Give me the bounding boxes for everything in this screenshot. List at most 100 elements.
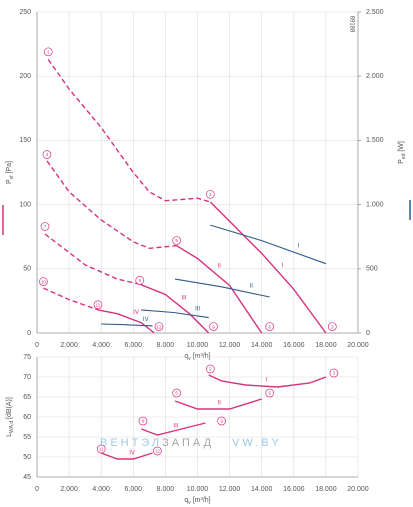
point-marker-label: 6 bbox=[268, 324, 271, 329]
y-tick-label: 75 bbox=[23, 354, 31, 361]
series-line bbox=[139, 283, 210, 334]
x-tick-label: 12.000 bbox=[219, 486, 241, 493]
series-label: I bbox=[298, 244, 300, 250]
series-label: III bbox=[181, 296, 186, 302]
watermark: ВЕНТЭЛЗАПАД VW.BY bbox=[100, 437, 282, 449]
y-tick-label: 45 bbox=[23, 474, 31, 481]
x-tick-label: 18.000 bbox=[315, 486, 337, 493]
point-marker-label: 4 bbox=[46, 152, 49, 157]
series-line bbox=[210, 224, 327, 265]
y-label: LWA,d [dB(A)] bbox=[6, 397, 15, 437]
y2-tick-label: 500 bbox=[366, 266, 378, 273]
point-marker bbox=[265, 322, 275, 331]
x-tick-label: 16.000 bbox=[283, 486, 305, 493]
series-label: II bbox=[250, 283, 254, 289]
x-tick-label: 8.000 bbox=[157, 486, 175, 493]
series-label: IV bbox=[133, 310, 139, 316]
point-marker-label: 10 bbox=[41, 279, 47, 284]
series-line bbox=[97, 309, 155, 334]
label-part: v bbox=[188, 500, 191, 506]
x-tick-label: 6.000 bbox=[125, 486, 143, 493]
y2-tick-label: 2.500 bbox=[366, 9, 384, 16]
series-label: III bbox=[195, 307, 200, 313]
y-tick-label: 70 bbox=[23, 374, 31, 381]
point-marker bbox=[135, 276, 145, 285]
point-marker bbox=[329, 368, 339, 378]
y2-tick-label: 2.000 bbox=[366, 73, 384, 80]
x-tick-label: 14.000 bbox=[251, 342, 273, 349]
watermark-part: ЗАПАД bbox=[162, 437, 214, 449]
x-tick-label: 8.000 bbox=[157, 342, 175, 349]
point-marker bbox=[42, 150, 52, 159]
series-label: I bbox=[282, 263, 284, 269]
point-marker-label: 5 bbox=[175, 238, 178, 243]
label-part: [dB(A)] bbox=[6, 397, 13, 421]
series-line bbox=[46, 160, 177, 250]
x-tick-label: 0 bbox=[35, 342, 39, 349]
point-marker-label: 11 bbox=[99, 447, 104, 452]
point-marker-label: 3 bbox=[333, 371, 336, 376]
point-marker bbox=[217, 416, 226, 426]
x-tick-label: 14.000 bbox=[251, 486, 273, 493]
point-marker-label: 5 bbox=[175, 391, 178, 396]
series-label: I bbox=[266, 378, 268, 384]
point-marker bbox=[205, 364, 215, 374]
point-marker-label: 8 bbox=[138, 278, 141, 283]
point-marker bbox=[40, 222, 50, 231]
series-label: IV bbox=[129, 451, 135, 457]
series-line bbox=[44, 233, 140, 285]
y2-label: Ped [W] bbox=[398, 141, 407, 164]
series-line bbox=[43, 287, 99, 311]
point-marker-label: 3 bbox=[331, 324, 334, 329]
point-marker-label: 1 bbox=[47, 49, 50, 54]
label-part: q bbox=[184, 353, 188, 360]
series-label: II bbox=[218, 401, 222, 407]
series-line bbox=[174, 398, 262, 410]
point-marker bbox=[154, 322, 164, 331]
point-marker bbox=[205, 189, 215, 199]
point-marker bbox=[96, 444, 106, 454]
series-line bbox=[209, 201, 327, 334]
label-part: [W] bbox=[398, 141, 405, 153]
y-tick-label: 60 bbox=[23, 414, 31, 421]
y-tick-label: 100 bbox=[19, 201, 31, 208]
y-tick-label: 55 bbox=[23, 434, 31, 441]
y-tick-label: 50 bbox=[23, 454, 31, 461]
x-tick-label: 10.000 bbox=[187, 486, 209, 493]
label-part: L bbox=[6, 433, 13, 437]
point-marker-label: 9 bbox=[220, 419, 223, 424]
point-marker bbox=[209, 322, 218, 331]
point-marker-label: 11 bbox=[96, 302, 101, 307]
x-tick-label: 12.000 bbox=[219, 342, 241, 349]
point-marker bbox=[93, 300, 103, 310]
x-tick-label: 16.000 bbox=[283, 342, 305, 349]
point-marker-label: 6 bbox=[268, 391, 271, 396]
label-part: q bbox=[184, 497, 188, 504]
series-label: IV bbox=[143, 317, 149, 323]
x-tick-label: 20.000 bbox=[347, 486, 369, 493]
label-part: v bbox=[188, 356, 191, 362]
label-part: sf bbox=[9, 175, 15, 180]
y-tick-label: 150 bbox=[19, 137, 31, 144]
x-tick-label: 20.000 bbox=[347, 342, 369, 349]
point-marker bbox=[39, 277, 48, 286]
point-marker-label: 12 bbox=[155, 449, 161, 454]
watermark-part: ВЕНТЭЛ bbox=[100, 437, 162, 449]
series-line bbox=[176, 245, 263, 334]
x-tick-label: 18.000 bbox=[315, 342, 337, 349]
x-tick-label: 4.000 bbox=[92, 486, 110, 493]
series-line bbox=[208, 374, 327, 388]
label-part: P bbox=[398, 159, 405, 164]
point-marker bbox=[172, 236, 181, 245]
series-line bbox=[47, 59, 211, 203]
x-label: qv [m³/h] bbox=[184, 497, 210, 506]
x-tick-label: 6.000 bbox=[125, 342, 143, 349]
point-marker-label: 12 bbox=[156, 324, 162, 329]
point-marker bbox=[172, 388, 181, 398]
x-tick-label: 10.000 bbox=[187, 342, 209, 349]
point-marker bbox=[153, 446, 162, 456]
series-line bbox=[141, 422, 206, 436]
label-part: P bbox=[6, 179, 13, 184]
x-tick-label: 2.000 bbox=[60, 486, 78, 493]
